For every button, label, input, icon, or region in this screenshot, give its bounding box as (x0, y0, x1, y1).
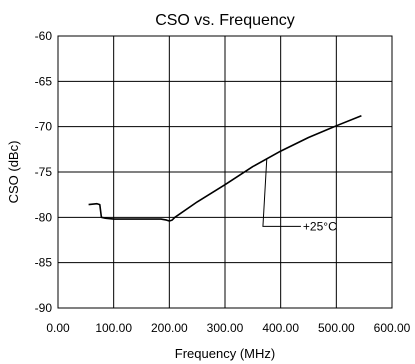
y-tick-label: -90 (35, 301, 53, 315)
x-tick-label: 300.00 (207, 321, 244, 335)
x-tick-label: 400.00 (262, 321, 299, 335)
x-axis-label: Frequency (MHz) (175, 346, 275, 361)
annotations: +25°C (262, 159, 337, 233)
plot-frame (57, 35, 393, 309)
y-tick-label: -65 (35, 74, 53, 88)
series-label: +25°C (303, 219, 337, 233)
y-tick-label: -80 (35, 210, 53, 224)
y-axis-ticks: -90 -85 -80 -75 -70 -65 -60 (35, 29, 53, 315)
chart-title: CSO vs. Frequency (155, 12, 295, 29)
grid (58, 36, 392, 308)
y-tick-label: -85 (35, 256, 53, 270)
x-tick-label: 600.00 (374, 321, 411, 335)
x-tick-label: 200.00 (151, 321, 188, 335)
series-line (88, 115, 362, 222)
y-tick-label: -60 (35, 29, 53, 43)
y-tick-label: -75 (35, 165, 53, 179)
series-group (88, 115, 362, 222)
x-axis-ticks: 0.00 100.00 200.00 300.00 400.00 500.00 600.00 (46, 321, 410, 335)
y-tick-label: -70 (35, 120, 53, 134)
annotation-leader-line (262, 159, 301, 227)
x-tick-label: 0.00 (46, 321, 70, 335)
x-tick-label: 100.00 (95, 321, 132, 335)
x-tick-label: 500.00 (318, 321, 355, 335)
y-axis-label: CSO (dBc) (6, 141, 21, 204)
